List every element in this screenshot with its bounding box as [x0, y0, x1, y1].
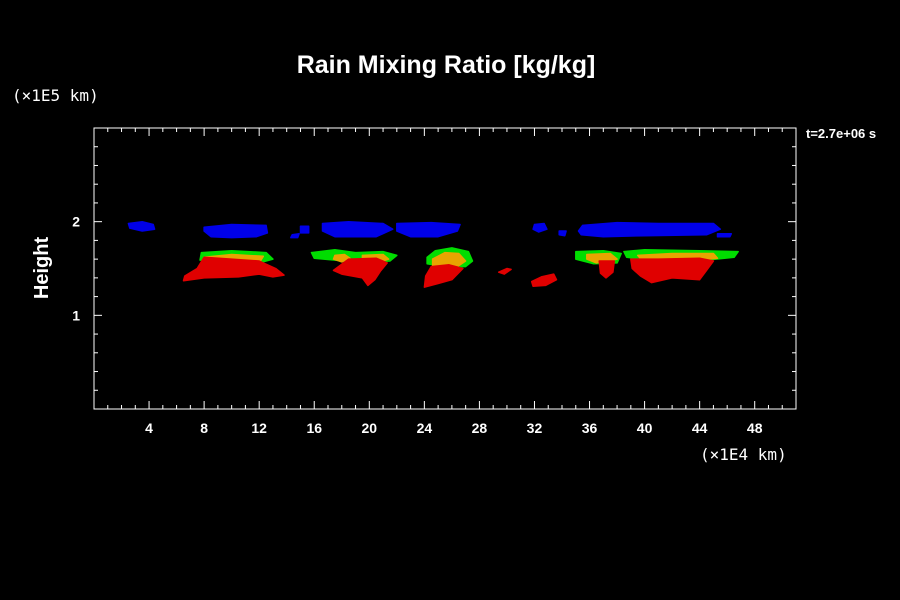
axes	[93, 127, 797, 410]
contour-region-max	[598, 260, 616, 279]
contour-region-low	[396, 221, 461, 238]
x-tick-label: 48	[747, 420, 763, 436]
x-tick-label: 12	[251, 420, 267, 436]
contour-region-max	[530, 273, 558, 288]
y-axis-label: Height	[31, 237, 53, 300]
x-tick-label: 16	[306, 420, 322, 436]
x-tick-label: 4	[145, 420, 153, 436]
contour-region-high	[332, 253, 351, 263]
y-tick-label: 2	[72, 214, 80, 230]
contour-region-low	[716, 233, 733, 238]
x-tick-label: 28	[472, 420, 488, 436]
plot-frame	[93, 127, 797, 410]
contour-region-low	[577, 221, 722, 238]
contour-region-low	[290, 233, 300, 239]
contour-region-high	[431, 251, 467, 270]
x-tick-label: 40	[637, 420, 653, 436]
x-tick-label: 24	[417, 420, 433, 436]
contour-regions	[127, 220, 739, 288]
contour-region-low	[299, 225, 310, 234]
contour-region-low	[321, 220, 394, 238]
x-tick-label: 20	[362, 420, 378, 436]
time-annotation: t=2.7e+06 s	[806, 126, 876, 141]
x-tick-label: 36	[582, 420, 598, 436]
contour-region-max	[497, 267, 512, 275]
axis-ticks	[94, 128, 796, 409]
x-unit-label: (×1E4 km)	[700, 445, 787, 464]
contour-region-max	[332, 257, 388, 287]
y-unit-label: (×1E5 km)	[12, 86, 99, 105]
contour-region-max	[182, 256, 285, 282]
x-tick-label: 8	[200, 420, 208, 436]
x-tick-label: 44	[692, 420, 708, 436]
contour-region-low	[203, 223, 269, 239]
contour-region-low	[127, 220, 156, 232]
contour-region-low	[558, 230, 567, 237]
contour-region-low	[532, 222, 548, 233]
x-tick-label: 32	[527, 420, 543, 436]
y-tick-label: 1	[72, 307, 80, 323]
contour-region-max	[423, 264, 464, 288]
chart-title: Rain Mixing Ratio [kg/kg]	[297, 51, 596, 79]
contour-region-max	[630, 257, 715, 284]
